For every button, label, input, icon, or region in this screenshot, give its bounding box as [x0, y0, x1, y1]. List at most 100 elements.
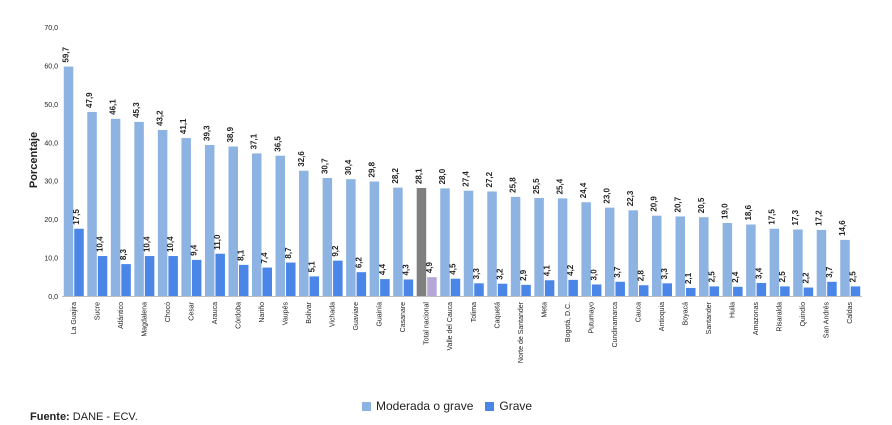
y-axis-title: Porcentaje: [28, 132, 40, 188]
value-label-grave: 2,8: [637, 270, 646, 282]
x-tick-label: Risaralda: [777, 302, 784, 332]
bar-moderada-o-grave: [204, 144, 215, 296]
bar-moderada-o-grave: [181, 138, 191, 296]
bar-grave: [544, 280, 555, 296]
value-label-grave: 7,4: [260, 252, 269, 264]
value-label-moderada-o-grave: 25,4: [556, 178, 565, 194]
x-tick-label: Chocó: [165, 302, 172, 322]
x-tick-label: Putumayo: [588, 302, 595, 334]
legend-label-grave: Grave: [499, 399, 533, 413]
y-tick-label: 40,0: [44, 140, 58, 147]
value-label-moderada-o-grave: 22,3: [626, 190, 635, 206]
bar-grave: [686, 287, 696, 296]
bar-grave: [74, 228, 84, 296]
x-tick-label: Tolima: [471, 302, 478, 322]
bar-grave: [662, 283, 672, 296]
value-label-grave: 2,2: [801, 272, 810, 284]
value-label-moderada-o-grave: 45,3: [132, 102, 141, 118]
bar-grave: [309, 276, 320, 296]
source-text: DANE - ECV.: [72, 411, 138, 423]
bar-moderada-o-grave: [87, 111, 97, 296]
x-tick-label: Vichada: [330, 302, 337, 327]
value-label-grave: 2,1: [684, 272, 693, 284]
value-label-moderada-o-grave: 24,4: [579, 182, 588, 198]
value-label-moderada-o-grave: 29,8: [367, 161, 376, 177]
bar-moderada-o-grave: [299, 170, 309, 296]
x-tick-label: Bolívar: [306, 301, 313, 323]
bar-moderada-o-grave: [557, 198, 568, 296]
x-tick-label: Caldas: [847, 302, 854, 324]
bar-grave: [333, 260, 343, 296]
value-label-grave: 4,5: [448, 263, 457, 275]
x-tick-label: Bogotá, D.C.: [565, 302, 572, 342]
legend-label-moderada: Moderada o grave: [376, 399, 474, 413]
value-label-grave: 4,9: [425, 261, 434, 273]
bar-moderada-o-grave: [157, 129, 168, 296]
value-label-grave: 10,4: [96, 236, 105, 252]
value-label-moderada-o-grave: 28,1: [414, 168, 423, 184]
value-label-moderada-o-grave: 30,7: [320, 158, 329, 174]
bar-moderada-o-grave: [722, 222, 733, 296]
x-tick-label: Norte de Santander: [518, 301, 525, 363]
bar-moderada-o-grave: [510, 196, 521, 296]
x-tick-label: Antioquia: [659, 302, 666, 331]
bar-moderada-o-grave: [746, 224, 756, 296]
bar-grave: [709, 286, 720, 296]
legend-swatch-grave: [485, 401, 495, 411]
value-label-grave: 2,5: [848, 271, 857, 283]
y-tick-label: 10,0: [44, 256, 58, 263]
bar-grave: [403, 279, 414, 296]
bar-grave: [803, 287, 814, 296]
bar-grave: [497, 283, 508, 296]
bar-grave: [215, 253, 225, 296]
bar-grave: [780, 286, 790, 296]
bar-moderada-o-grave: [440, 188, 450, 296]
bar-grave: [733, 286, 743, 296]
value-label-grave: 4,4: [378, 263, 387, 275]
x-tick-label: Valle del Cauca: [447, 302, 454, 351]
value-labels: 59,7 17,5 47,9 10,4 46,1 8,3 45,3 10,4 43,2 10,4 4…: [62, 46, 858, 283]
bar-moderada-o-grave: [769, 228, 780, 296]
bar-moderada-o-grave: [110, 118, 121, 296]
value-label-grave: 2,4: [731, 271, 740, 283]
x-tick-label: Total nacional: [424, 302, 431, 345]
bar-moderada-o-grave: [581, 202, 591, 296]
value-label-grave: 9,2: [331, 245, 340, 257]
value-label-moderada-o-grave: 27,2: [485, 171, 494, 187]
bar-grave: [568, 279, 578, 296]
value-label-moderada-o-grave: 47,9: [85, 92, 94, 108]
x-tick-label: Guainía: [377, 302, 384, 327]
bar-moderada-o-grave: [463, 190, 474, 296]
value-label-moderada-o-grave: 20,7: [673, 196, 682, 212]
value-label-moderada-o-grave: 23,0: [603, 187, 612, 203]
value-label-grave: 8,1: [237, 249, 246, 261]
x-tick-label: Amazonas: [753, 302, 760, 336]
value-label-grave: 11,0: [213, 234, 222, 250]
y-tick-label: 60,0: [44, 63, 58, 70]
x-tick-label: Quindío: [800, 302, 807, 327]
value-label-moderada-o-grave: 39,3: [203, 125, 212, 141]
bar-grave: [380, 279, 390, 296]
value-label-moderada-o-grave: 19,0: [720, 203, 729, 219]
value-label-grave: 3,3: [660, 268, 669, 280]
value-label-grave: 2,9: [519, 269, 528, 281]
bar-grave: [638, 285, 649, 296]
bar-grave: [850, 286, 861, 296]
bar-moderada-o-grave: [534, 198, 544, 296]
x-tick-label: Córdoba: [235, 302, 242, 329]
value-label-moderada-o-grave: 25,8: [509, 177, 518, 193]
bar-moderada-o-grave: [63, 66, 74, 297]
value-label-moderada-o-grave: 20,5: [697, 197, 706, 213]
bar-grave: [97, 256, 108, 296]
x-tick-label: Caquetá: [494, 302, 501, 329]
y-tick-label: 20,0: [44, 217, 58, 224]
value-label-grave: 6,2: [354, 257, 363, 269]
value-label-moderada-o-grave: 59,7: [62, 46, 71, 62]
bar-grave: [474, 283, 484, 296]
x-tick-label: Casanare: [400, 302, 407, 332]
x-tick-label: Atlántico: [118, 302, 125, 329]
value-label-moderada-o-grave: 17,3: [791, 209, 800, 225]
value-label-moderada-o-grave: 30,4: [344, 159, 353, 175]
value-label-grave: 3,4: [754, 267, 763, 279]
